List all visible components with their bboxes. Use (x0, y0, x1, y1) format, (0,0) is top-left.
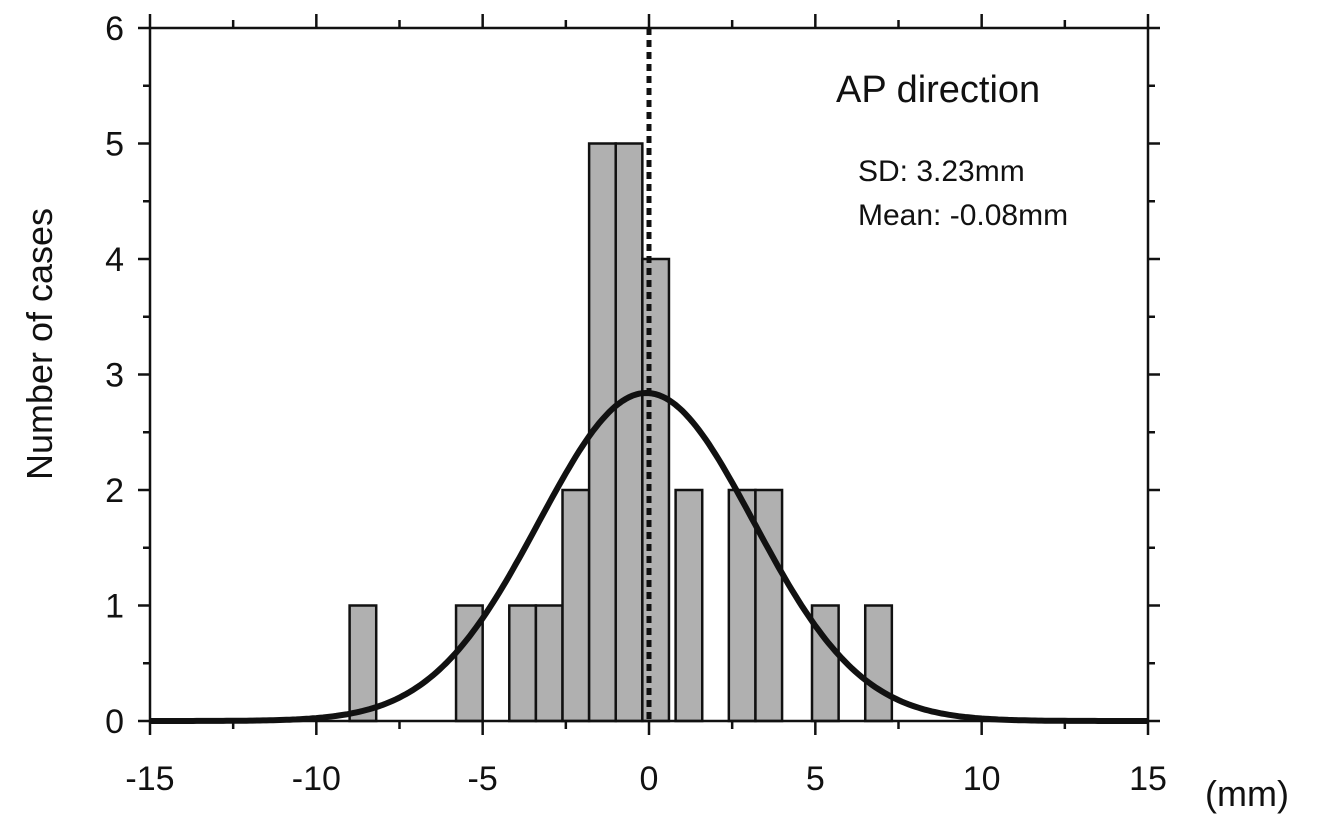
x-axis-unit-label: (mm) (1205, 773, 1289, 814)
x-tick-label: 5 (806, 760, 825, 798)
y-tick-label: 2 (105, 472, 124, 510)
histogram-bar-3 (508, 604, 538, 723)
axis-ticks (138, 14, 1160, 735)
y-tick-labels: 0 1 2 3 4 5 6 (105, 10, 124, 741)
annotation-direction: AP direction (836, 69, 1040, 111)
x-tick-label: -5 (468, 760, 498, 798)
histogram-bar-1 (348, 604, 378, 723)
histogram-bar-9 (674, 488, 704, 723)
x-tick-label: 10 (963, 760, 1001, 798)
histogram-bar-5 (561, 488, 591, 723)
y-tick-label: 6 (105, 10, 124, 48)
histogram-bar-13 (863, 604, 894, 723)
histogram-bar-10 (727, 488, 757, 723)
x-tick-label: -10 (292, 760, 341, 798)
annotation-sd: SD: 3.23mm (858, 155, 1025, 188)
y-tick-label: 3 (105, 357, 124, 395)
y-tick-label: 5 (105, 126, 124, 164)
x-tick-label: 15 (1129, 760, 1167, 798)
histogram-bar-8 (641, 257, 671, 723)
annotation-mean: Mean: -0.08mm (858, 199, 1068, 232)
histogram-bar-7 (614, 142, 644, 723)
histogram-bar-11 (754, 488, 784, 723)
x-tick-labels: -15 -10 -5 0 5 10 15 (125, 760, 1166, 798)
histogram-bar-4 (534, 604, 564, 723)
y-tick-label: 4 (105, 241, 124, 279)
plot-frame (148, 26, 1150, 723)
x-tick-label: 0 (640, 760, 659, 798)
y-tick-label: 0 (105, 703, 124, 741)
y-axis-title: Number of cases (19, 208, 60, 480)
normal-fit-curve (150, 389, 1148, 724)
x-tick-label: -15 (125, 760, 174, 798)
y-tick-label: 1 (105, 588, 124, 626)
histogram-bars (348, 142, 894, 723)
